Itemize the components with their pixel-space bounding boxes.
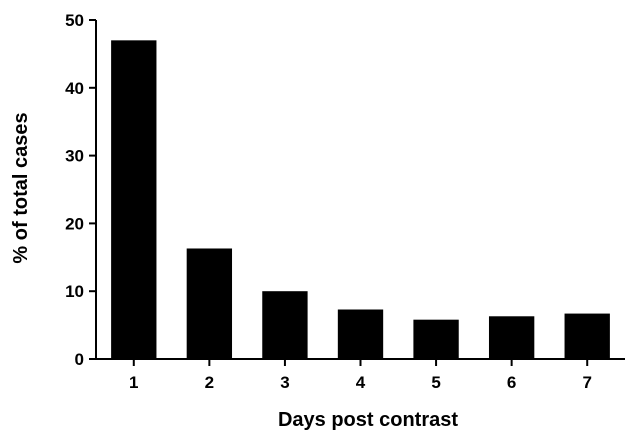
bar [564, 313, 610, 359]
bar [488, 316, 535, 359]
x-axis-title: Days post contrast [278, 409, 458, 431]
y-tick-label: 20 [65, 214, 84, 233]
y-tick-label: 10 [65, 282, 84, 301]
y-tick-label: 30 [65, 147, 84, 166]
x-tick-label: 2 [205, 373, 214, 392]
bar [186, 248, 233, 359]
x-axis: 1 2 3 4 5 6 7 [96, 358, 625, 392]
bar [262, 291, 308, 359]
y-tick-label: 50 [65, 11, 84, 30]
y-axis-title: % of total cases [10, 112, 32, 263]
x-tick-label: 5 [431, 373, 440, 392]
x-tick-label: 1 [129, 373, 138, 392]
bars [111, 40, 610, 360]
bar [111, 40, 157, 360]
bar [337, 309, 384, 359]
x-tick-label: 3 [280, 373, 289, 392]
x-tick-label: 7 [582, 373, 591, 392]
x-tick-label: 4 [356, 373, 366, 392]
bar [413, 319, 459, 359]
y-tick-label: 40 [65, 79, 84, 98]
y-axis: 0 10 20 30 40 50 [65, 11, 97, 369]
y-tick-label: 0 [75, 350, 84, 369]
x-tick-label: 6 [507, 373, 516, 392]
